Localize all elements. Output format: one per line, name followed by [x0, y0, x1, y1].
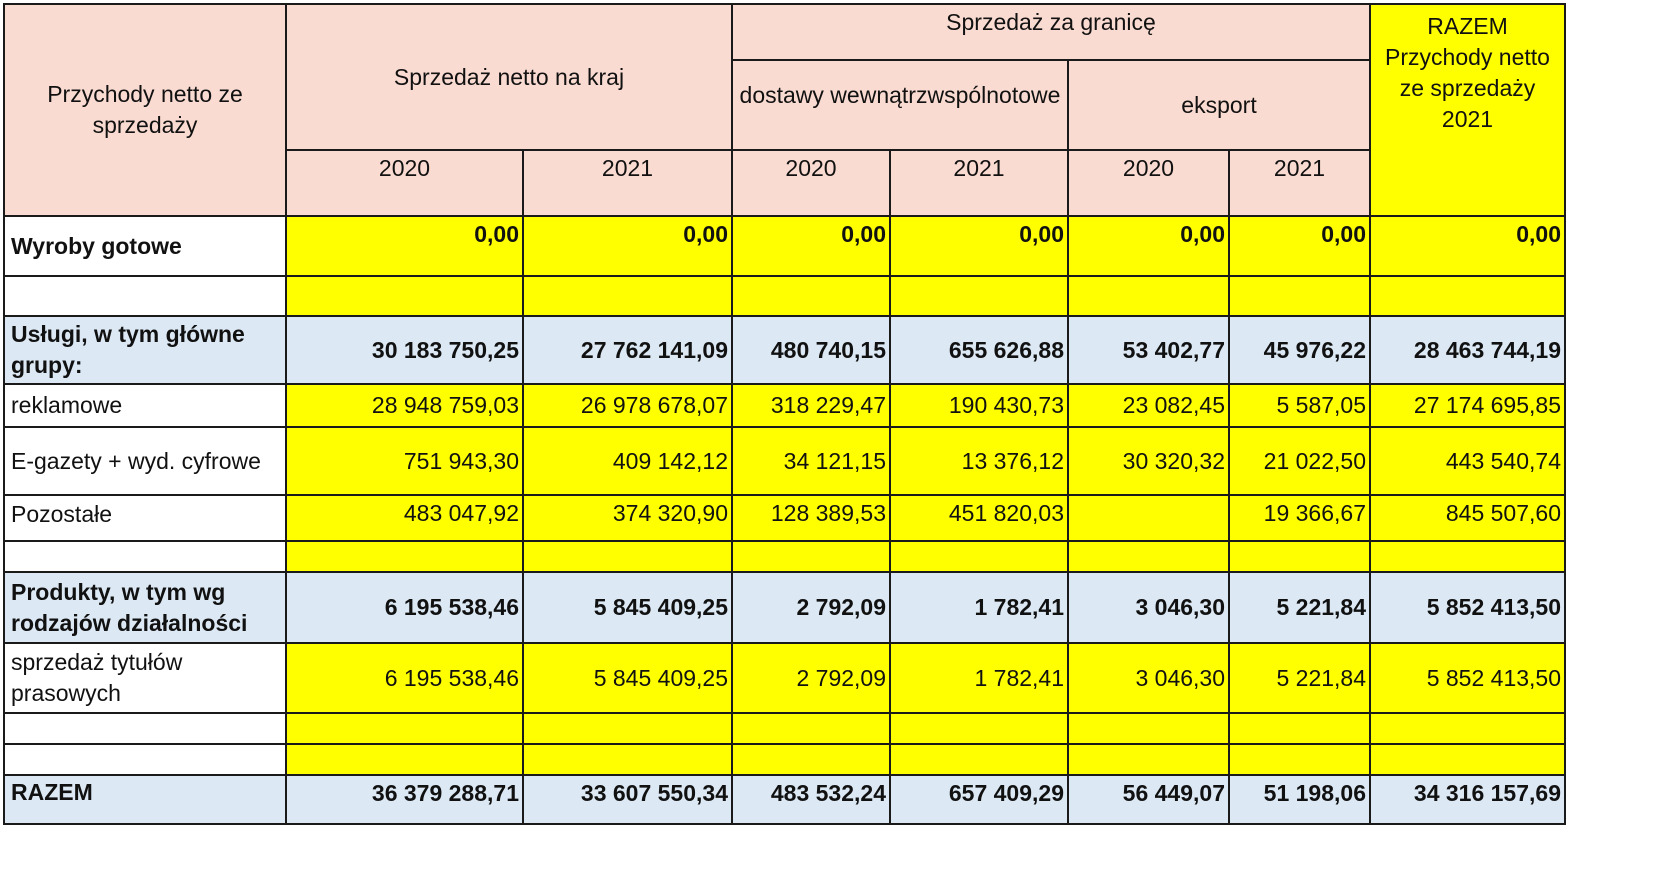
cell: 3 046,30	[1067, 571, 1230, 644]
cell: 5 845 409,25	[522, 642, 733, 714]
row-label: Pozostałe	[3, 494, 287, 542]
row-label: Wyroby gotowe	[3, 215, 287, 277]
cell: 483 532,24	[731, 774, 891, 825]
cell: 0,00	[1067, 215, 1230, 277]
cell: 5 852 413,50	[1369, 571, 1566, 644]
year-export-2020: 2020	[1067, 149, 1230, 217]
row-label: RAZEM	[3, 774, 287, 825]
cell: 30 183 750,25	[285, 315, 524, 385]
header-intra-eu: dostawy wewnątrzwspólnotowe	[731, 59, 1069, 151]
year-export-2021: 2021	[1228, 149, 1371, 217]
table-row-group: Usługi, w tym główne grupy: 30 183 750,2…	[3, 315, 1566, 385]
table-row: Wyroby gotowe 0,00 0,00 0,00 0,00 0,00 0…	[3, 215, 1566, 277]
cell: 374 320,90	[522, 494, 733, 542]
cell: 2 792,09	[731, 571, 891, 644]
cell: 1 782,41	[889, 571, 1069, 644]
cell: 480 740,15	[731, 315, 891, 385]
row-label: reklamowe	[3, 383, 287, 428]
cell: 0,00	[1228, 215, 1371, 277]
table-row-empty	[3, 743, 1566, 776]
cell	[1067, 494, 1230, 542]
table-row: reklamowe 28 948 759,03 26 978 678,07 31…	[3, 383, 1566, 428]
cell: 318 229,47	[731, 383, 891, 428]
cell: 34 121,15	[731, 426, 891, 496]
cell: 483 047,92	[285, 494, 524, 542]
header-total: RAZEM Przychody netto ze sprzedaży 2021	[1369, 3, 1566, 217]
cell: 451 820,03	[889, 494, 1069, 542]
cell: 1 782,41	[889, 642, 1069, 714]
table-row: Pozostałe 483 047,92 374 320,90 128 389,…	[3, 494, 1566, 542]
revenue-table: Przychody netto ze sprzedaży Sprzedaż ne…	[3, 3, 1566, 825]
year-intra-eu-2021: 2021	[889, 149, 1069, 217]
cell: 443 540,74	[1369, 426, 1566, 496]
cell: 0,00	[731, 215, 891, 277]
cell: 13 376,12	[889, 426, 1069, 496]
cell: 36 379 288,71	[285, 774, 524, 825]
cell: 51 198,06	[1228, 774, 1371, 825]
cell: 5 845 409,25	[522, 571, 733, 644]
cell: 0,00	[522, 215, 733, 277]
cell: 5 852 413,50	[1369, 642, 1566, 714]
row-label: E-gazety + wyd. cyfrowe	[3, 426, 287, 496]
cell: 19 366,67	[1228, 494, 1371, 542]
cell: 5 587,05	[1228, 383, 1371, 428]
year-domestic-2020: 2020	[285, 149, 524, 217]
cell: 3 046,30	[1067, 642, 1230, 714]
row-label: sprzedaż tytułów prasowych	[3, 642, 287, 714]
header-domestic: Sprzedaż netto na kraj	[285, 3, 733, 151]
cell: 56 449,07	[1067, 774, 1230, 825]
table-row-empty	[3, 712, 1566, 745]
cell: 21 022,50	[1228, 426, 1371, 496]
row-label: Produkty, w tym wg rodzajów działalności	[3, 571, 287, 644]
year-domestic-2021: 2021	[522, 149, 733, 217]
cell: 30 320,32	[1067, 426, 1230, 496]
header-export: eksport	[1067, 59, 1371, 151]
year-intra-eu-2020: 2020	[731, 149, 891, 217]
cell: 845 507,60	[1369, 494, 1566, 542]
cell: 655 626,88	[889, 315, 1069, 385]
cell: 28 463 744,19	[1369, 315, 1566, 385]
cell: 5 221,84	[1228, 642, 1371, 714]
cell: 6 195 538,46	[285, 571, 524, 644]
cell: 190 430,73	[889, 383, 1069, 428]
cell: 0,00	[285, 215, 524, 277]
row-label: Usługi, w tym główne grupy:	[3, 315, 287, 385]
cell: 128 389,53	[731, 494, 891, 542]
header-foreign: Sprzedaż za granicę	[731, 3, 1371, 61]
cell: 27 174 695,85	[1369, 383, 1566, 428]
table-row-empty	[3, 275, 1566, 317]
table-row: sprzedaż tytułów prasowych 6 195 538,46 …	[3, 642, 1566, 714]
table-row-group: Produkty, w tym wg rodzajów działalności…	[3, 571, 1566, 644]
cell: 33 607 550,34	[522, 774, 733, 825]
cell: 0,00	[889, 215, 1069, 277]
cell: 751 943,30	[285, 426, 524, 496]
table-row: E-gazety + wyd. cyfrowe 751 943,30 409 1…	[3, 426, 1566, 496]
cell: 409 142,12	[522, 426, 733, 496]
cell: 27 762 141,09	[522, 315, 733, 385]
cell: 2 792,09	[731, 642, 891, 714]
cell: 34 316 157,69	[1369, 774, 1566, 825]
cell: 657 409,29	[889, 774, 1069, 825]
cell: 6 195 538,46	[285, 642, 524, 714]
table-row-empty	[3, 540, 1566, 573]
cell: 26 978 678,07	[522, 383, 733, 428]
cell: 28 948 759,03	[285, 383, 524, 428]
cell: 53 402,77	[1067, 315, 1230, 385]
table-row-total: RAZEM 36 379 288,71 33 607 550,34 483 53…	[3, 774, 1566, 825]
cell: 0,00	[1369, 215, 1566, 277]
header-row-label: Przychody netto ze sprzedaży	[3, 3, 287, 217]
cell: 5 221,84	[1228, 571, 1371, 644]
cell: 23 082,45	[1067, 383, 1230, 428]
cell: 45 976,22	[1228, 315, 1371, 385]
